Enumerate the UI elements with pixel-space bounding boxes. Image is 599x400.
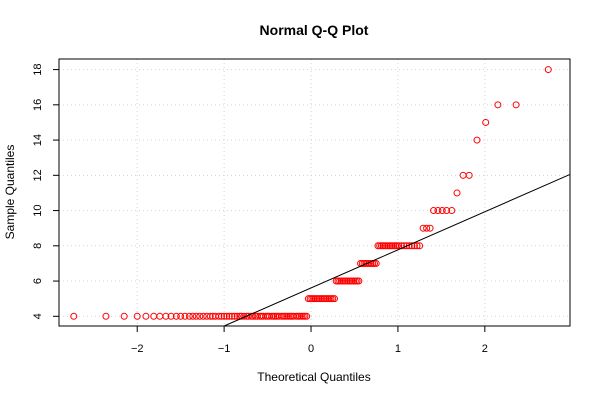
x-axis: −2 −1 0 1 2 xyxy=(131,326,488,355)
data-point-8 xyxy=(167,312,175,320)
x-tick-label-3: 1 xyxy=(395,343,401,355)
data-point-24 xyxy=(223,312,231,320)
grid-lines xyxy=(59,59,570,326)
data-point-4 xyxy=(142,312,150,320)
x-tick-label-4: 2 xyxy=(482,343,488,355)
data-point-123 xyxy=(413,242,421,250)
data-point-79 xyxy=(330,295,338,303)
data-point-3 xyxy=(133,312,141,320)
data-point-139 xyxy=(512,101,520,109)
data-point-11 xyxy=(181,312,189,320)
data-point-132 xyxy=(448,207,456,215)
data-point-12 xyxy=(185,312,193,320)
data-point-127 xyxy=(426,224,434,232)
data-point-13 xyxy=(189,312,197,320)
y-tick-label-0: 4 xyxy=(32,313,44,319)
data-point-25 xyxy=(225,312,233,320)
data-point-1 xyxy=(102,312,110,320)
y-tick-label-4: 12 xyxy=(32,169,44,181)
data-point-7 xyxy=(162,312,170,320)
reference-line xyxy=(223,173,571,327)
data-point-130 xyxy=(438,207,446,215)
data-point-138 xyxy=(494,101,502,109)
data-point-121 xyxy=(408,242,416,250)
data-point-15 xyxy=(196,312,204,320)
data-point-131 xyxy=(443,207,451,215)
plot-frame xyxy=(58,58,571,327)
y-tick-label-2: 8 xyxy=(32,243,44,249)
y-tick-label-6: 16 xyxy=(32,99,44,111)
data-points xyxy=(70,66,552,320)
x-tick-label-2: 0 xyxy=(308,343,314,355)
data-point-26 xyxy=(228,312,236,320)
data-point-28 xyxy=(233,312,241,320)
data-point-136 xyxy=(473,136,481,144)
data-point-63 xyxy=(303,312,311,320)
data-point-103 xyxy=(372,259,380,267)
chart-title: Normal Q-Q Plot xyxy=(260,22,369,38)
data-point-22 xyxy=(218,312,226,320)
data-point-0 xyxy=(70,312,78,320)
data-point-9 xyxy=(172,312,180,320)
x-tick-label-1: −1 xyxy=(218,343,231,355)
x-axis-label: Theoretical Quantiles xyxy=(257,370,370,384)
data-point-16 xyxy=(199,312,207,320)
data-point-125 xyxy=(419,224,427,232)
data-point-10 xyxy=(177,312,185,320)
data-point-137 xyxy=(482,118,490,126)
data-point-133 xyxy=(453,189,461,197)
data-point-30 xyxy=(238,312,245,320)
data-point-124 xyxy=(416,242,424,250)
data-point-23 xyxy=(220,312,228,320)
data-point-140 xyxy=(544,66,552,74)
y-tick-label-7: 18 xyxy=(32,63,44,75)
data-point-18 xyxy=(206,312,214,320)
data-point-116 xyxy=(395,242,403,250)
data-point-129 xyxy=(434,207,442,215)
data-point-93 xyxy=(355,277,363,285)
data-point-126 xyxy=(423,224,431,232)
data-point-119 xyxy=(403,242,411,250)
data-point-27 xyxy=(231,312,239,320)
y-axis: 4 6 8 10 12 14 16 18 xyxy=(32,63,59,319)
y-axis-label: Sample Quantiles xyxy=(3,145,17,240)
data-point-14 xyxy=(192,312,200,320)
data-point-21 xyxy=(215,312,223,320)
y-tick-label-5: 14 xyxy=(32,134,44,146)
data-point-135 xyxy=(465,171,473,179)
y-tick-label-3: 10 xyxy=(32,204,44,216)
data-point-128 xyxy=(430,207,438,215)
x-tick-label-0: −2 xyxy=(131,343,144,355)
y-tick-label-1: 6 xyxy=(32,278,44,284)
data-point-2 xyxy=(120,312,128,320)
